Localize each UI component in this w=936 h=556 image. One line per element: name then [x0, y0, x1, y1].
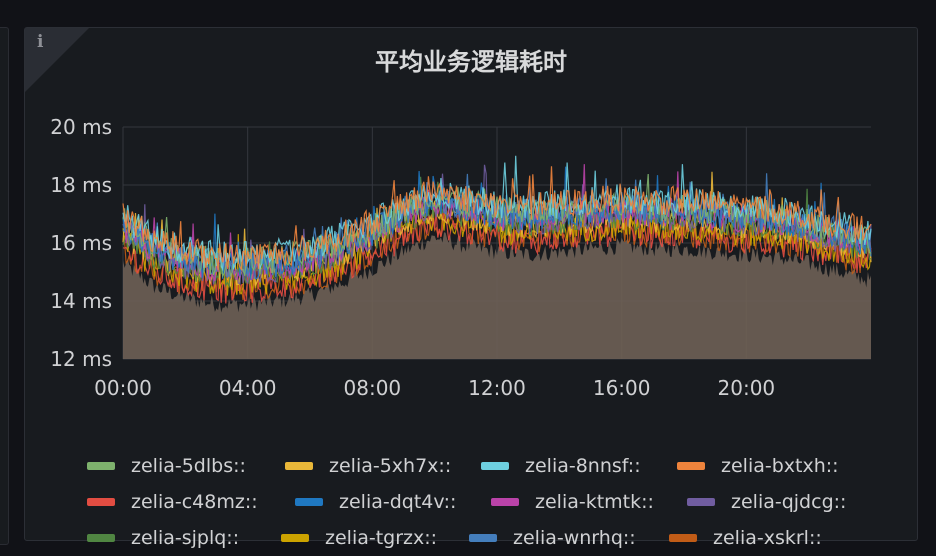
- legend-swatch: [295, 498, 323, 506]
- legend-swatch: [285, 462, 313, 470]
- x-tick-label: 12:00: [468, 376, 526, 400]
- x-tick-label: 16:00: [593, 376, 651, 400]
- info-icon[interactable]: i: [37, 32, 44, 52]
- legend-row-1: zelia-5dlbs:: zelia-5xh7x:: zelia-8nnsf:…: [87, 448, 887, 484]
- series-line-zelia-5dlbs: [122, 173, 872, 279]
- legend-item-zelia-sjplq[interactable]: zelia-sjplq::: [87, 527, 253, 549]
- legend-swatch: [481, 462, 509, 470]
- legend-label: zelia-xskrl::: [713, 527, 822, 549]
- legend-swatch: [491, 498, 519, 506]
- y-tick-label: 12 ms: [50, 347, 112, 371]
- legend-item-zelia-5xh7x[interactable]: zelia-5xh7x::: [285, 455, 453, 477]
- y-tick-label: 16 ms: [50, 231, 112, 255]
- legend-label: zelia-tgrzx::: [325, 527, 438, 549]
- legend-swatch: [87, 534, 115, 542]
- x-tick-label: 08:00: [344, 376, 402, 400]
- legend-item-zelia-ktmtk[interactable]: zelia-ktmtk::: [491, 491, 659, 513]
- legend-swatch: [669, 534, 697, 542]
- legend-label: zelia-dqt4v::: [339, 491, 457, 513]
- legend-item-zelia-8nnsf[interactable]: zelia-8nnsf::: [481, 455, 649, 477]
- legend-swatch: [281, 534, 309, 542]
- y-tick-label: 20 ms: [50, 115, 112, 139]
- chart-svg[interactable]: 12 ms 14 ms 16 ms 18 ms 20 ms 00:00 04:00 08:00…: [25, 28, 919, 428]
- x-tick-label: 00:00: [94, 376, 152, 400]
- area-fill: [123, 232, 871, 359]
- info-corner[interactable]: [25, 28, 89, 92]
- legend-item-zelia-dqt4v[interactable]: zelia-dqt4v::: [295, 491, 463, 513]
- legend-label: zelia-5dlbs::: [131, 455, 246, 477]
- legend-item-zelia-tgrzx[interactable]: zelia-tgrzx::: [281, 527, 441, 549]
- legend-label: zelia-ktmtk::: [535, 491, 654, 513]
- legend-swatch: [469, 534, 497, 542]
- adjacent-panel-edge: [0, 27, 9, 545]
- graph-panel: i 平均业务逻辑耗时 12 ms 14 ms 16 ms 18 ms 20 ms 00:0…: [24, 27, 919, 549]
- legend-row-2: zelia-c48mz:: zelia-dqt4v:: zelia-ktmtk:…: [87, 484, 887, 520]
- legend-item-zelia-c48mz[interactable]: zelia-c48mz::: [87, 491, 267, 513]
- legend-swatch: [687, 498, 715, 506]
- y-tick-label: 18 ms: [50, 173, 112, 197]
- legend-label: zelia-bxtxh::: [721, 455, 839, 477]
- legend-swatch: [87, 462, 115, 470]
- legend-item-zelia-wnrhq[interactable]: zelia-wnrhq::: [469, 527, 641, 549]
- panel-title[interactable]: 平均业务逻辑耗时: [375, 48, 567, 76]
- legend-label: zelia-qjdcg::: [731, 491, 847, 513]
- y-tick-label: 14 ms: [50, 289, 112, 313]
- legend-item-zelia-qjdcg[interactable]: zelia-qjdcg::: [687, 491, 846, 513]
- legend-item-zelia-5dlbs[interactable]: zelia-5dlbs::: [87, 455, 257, 477]
- legend-swatch: [677, 462, 705, 470]
- legend-item-zelia-xskrl[interactable]: zelia-xskrl::: [669, 527, 822, 549]
- legend-item-zelia-bxtxh[interactable]: zelia-bxtxh::: [677, 455, 839, 477]
- legend-label: zelia-wnrhq::: [513, 527, 636, 549]
- legend: zelia-5dlbs:: zelia-5xh7x:: zelia-8nnsf:…: [87, 448, 887, 556]
- legend-label: zelia-5xh7x::: [329, 455, 452, 477]
- series-line-zelia-bxtxh: [122, 166, 872, 272]
- legend-label: zelia-c48mz::: [131, 491, 258, 513]
- x-tick-label: 04:00: [219, 376, 277, 400]
- legend-row-3: zelia-sjplq:: zelia-tgrzx:: zelia-wnrhq:…: [87, 520, 887, 556]
- legend-label: zelia-8nnsf::: [525, 455, 641, 477]
- legend-swatch: [87, 498, 115, 506]
- series-line-zelia-8nnsf: [122, 155, 872, 272]
- x-tick-label: 20:00: [718, 376, 776, 400]
- legend-label: zelia-sjplq::: [131, 527, 240, 549]
